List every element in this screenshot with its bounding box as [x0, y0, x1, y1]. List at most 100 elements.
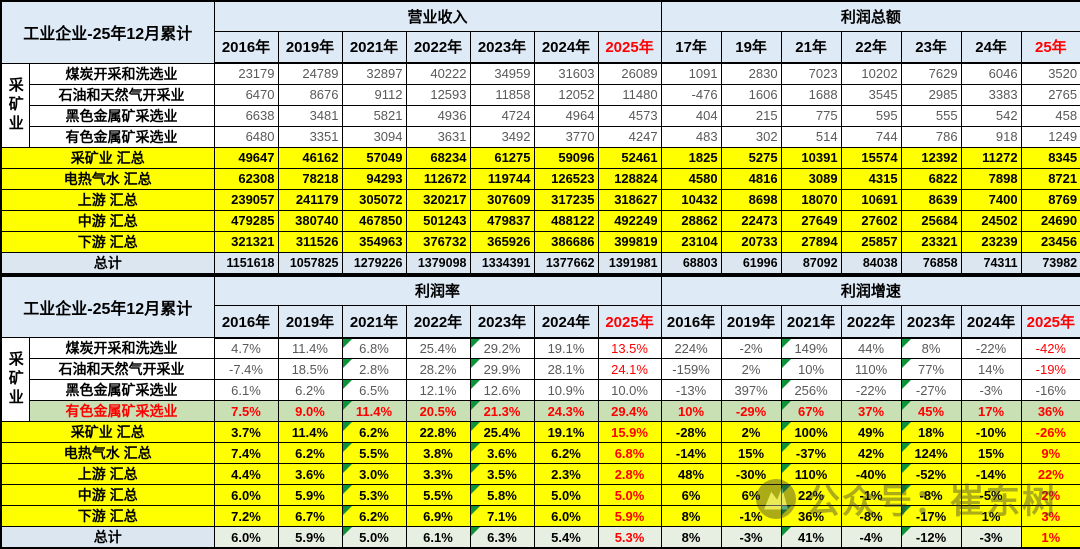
- data-cell[interactable]: 19.1%: [534, 422, 598, 443]
- data-cell[interactable]: 31603: [534, 63, 598, 84]
- data-cell[interactable]: 23239: [961, 231, 1021, 252]
- data-cell[interactable]: 22473: [721, 210, 781, 231]
- group-header-2[interactable]: 利润增速: [661, 276, 1080, 306]
- data-cell[interactable]: 3.8%: [406, 443, 470, 464]
- data-cell[interactable]: 6.2%: [342, 506, 406, 527]
- data-cell[interactable]: 501243: [406, 210, 470, 231]
- data-cell[interactable]: 15574: [841, 147, 901, 168]
- data-cell[interactable]: 215: [721, 105, 781, 126]
- data-cell[interactable]: 5.0%: [598, 485, 661, 506]
- data-cell[interactable]: 305072: [342, 189, 406, 210]
- data-cell[interactable]: 24.1%: [598, 359, 661, 380]
- data-cell[interactable]: 149%: [781, 338, 841, 359]
- data-cell[interactable]: 311526: [278, 231, 342, 252]
- data-cell[interactable]: 13.5%: [598, 338, 661, 359]
- data-cell[interactable]: 595: [841, 105, 901, 126]
- row-label[interactable]: 中游 汇总: [1, 210, 214, 231]
- data-cell[interactable]: 6480: [214, 126, 278, 147]
- data-cell[interactable]: 744: [841, 126, 901, 147]
- row-label[interactable]: 有色金属矿采选业: [29, 401, 214, 422]
- data-cell[interactable]: 23456: [1021, 231, 1080, 252]
- data-cell[interactable]: -3%: [721, 527, 781, 549]
- data-cell[interactable]: 27894: [781, 231, 841, 252]
- data-cell[interactable]: 7023: [781, 63, 841, 84]
- data-cell[interactable]: 8769: [1021, 189, 1080, 210]
- data-cell[interactable]: 25857: [841, 231, 901, 252]
- data-cell[interactable]: 256%: [781, 380, 841, 401]
- data-cell[interactable]: 8345: [1021, 147, 1080, 168]
- data-cell[interactable]: 918: [961, 126, 1021, 147]
- row-label[interactable]: 煤炭开采和洗选业: [29, 63, 214, 84]
- data-cell[interactable]: 320217: [406, 189, 470, 210]
- data-cell[interactable]: 15%: [961, 443, 1021, 464]
- data-cell[interactable]: 49647: [214, 147, 278, 168]
- data-cell[interactable]: 7400: [961, 189, 1021, 210]
- data-cell[interactable]: 1334391: [470, 252, 534, 274]
- year-header[interactable]: 19年: [721, 31, 781, 63]
- data-cell[interactable]: 15%: [721, 443, 781, 464]
- data-cell[interactable]: 6.3%: [470, 527, 534, 549]
- data-cell[interactable]: 20.5%: [406, 401, 470, 422]
- row-label[interactable]: 黑色金属矿采选业: [29, 105, 214, 126]
- data-cell[interactable]: 14%: [961, 359, 1021, 380]
- data-cell[interactable]: 1606: [721, 84, 781, 105]
- data-cell[interactable]: 514: [781, 126, 841, 147]
- data-cell[interactable]: 2%: [721, 359, 781, 380]
- data-cell[interactable]: 24502: [961, 210, 1021, 231]
- data-cell[interactable]: 775: [781, 105, 841, 126]
- year-header[interactable]: 2019年: [721, 306, 781, 338]
- data-cell[interactable]: 3545: [841, 84, 901, 105]
- data-cell[interactable]: 3492: [470, 126, 534, 147]
- data-cell[interactable]: 5.0%: [534, 485, 598, 506]
- data-cell[interactable]: 6.9%: [406, 506, 470, 527]
- data-cell[interactable]: 239057: [214, 189, 278, 210]
- data-cell[interactable]: 458: [1021, 105, 1080, 126]
- data-cell[interactable]: 6638: [214, 105, 278, 126]
- row-label[interactable]: 中游 汇总: [1, 485, 214, 506]
- data-cell[interactable]: 11.4%: [278, 422, 342, 443]
- data-cell[interactable]: 1688: [781, 84, 841, 105]
- data-cell[interactable]: -8%: [841, 506, 901, 527]
- data-cell[interactable]: 1391981: [598, 252, 661, 274]
- data-cell[interactable]: 5.8%: [470, 485, 534, 506]
- data-cell[interactable]: 3351: [278, 126, 342, 147]
- data-cell[interactable]: 1249: [1021, 126, 1080, 147]
- data-cell[interactable]: 2830: [721, 63, 781, 84]
- data-cell[interactable]: 3089: [781, 168, 841, 189]
- year-header[interactable]: 22年: [841, 31, 901, 63]
- data-cell[interactable]: 59096: [534, 147, 598, 168]
- data-cell[interactable]: 3094: [342, 126, 406, 147]
- group-header-2[interactable]: 利润总额: [661, 1, 1080, 31]
- row-label[interactable]: 下游 汇总: [1, 231, 214, 252]
- data-cell[interactable]: 10%: [781, 359, 841, 380]
- data-cell[interactable]: 37%: [841, 401, 901, 422]
- data-cell[interactable]: 3481: [278, 105, 342, 126]
- data-cell[interactable]: 6.2%: [278, 380, 342, 401]
- data-cell[interactable]: 11858: [470, 84, 534, 105]
- data-cell[interactable]: 61275: [470, 147, 534, 168]
- data-cell[interactable]: 2985: [901, 84, 961, 105]
- data-cell[interactable]: 1379098: [406, 252, 470, 274]
- year-header[interactable]: 2022年: [406, 306, 470, 338]
- data-cell[interactable]: 12.6%: [470, 380, 534, 401]
- data-cell[interactable]: 24690: [1021, 210, 1080, 231]
- row-label[interactable]: 石油和天然气开采业: [29, 359, 214, 380]
- data-cell[interactable]: 5.3%: [342, 485, 406, 506]
- data-cell[interactable]: 78218: [278, 168, 342, 189]
- data-cell[interactable]: 119744: [470, 168, 534, 189]
- data-cell[interactable]: 76858: [901, 252, 961, 274]
- data-cell[interactable]: 4816: [721, 168, 781, 189]
- data-cell[interactable]: 6.1%: [214, 380, 278, 401]
- data-cell[interactable]: 5.9%: [278, 485, 342, 506]
- data-cell[interactable]: 46162: [278, 147, 342, 168]
- row-label[interactable]: 采矿业 汇总: [1, 147, 214, 168]
- data-cell[interactable]: -3%: [961, 380, 1021, 401]
- data-cell[interactable]: 45%: [901, 401, 961, 422]
- data-cell[interactable]: 26089: [598, 63, 661, 84]
- data-cell[interactable]: 42%: [841, 443, 901, 464]
- data-cell[interactable]: -22%: [961, 338, 1021, 359]
- data-cell[interactable]: -29%: [721, 401, 781, 422]
- data-cell[interactable]: -5%: [961, 485, 1021, 506]
- data-cell[interactable]: 18.5%: [278, 359, 342, 380]
- year-header[interactable]: 23年: [901, 31, 961, 63]
